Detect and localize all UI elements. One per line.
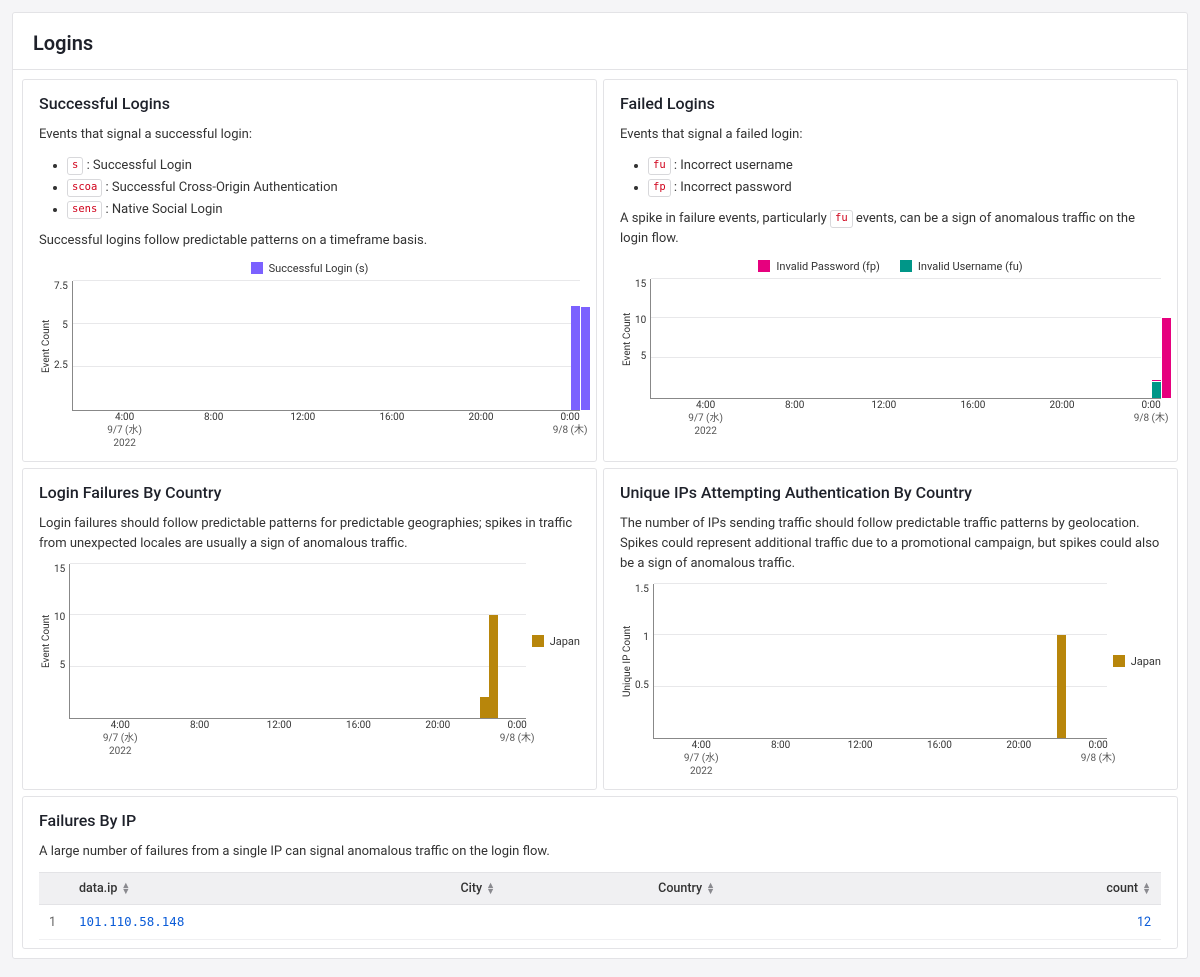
list-item: fu : Incorrect username <box>648 155 1161 177</box>
cell-ip[interactable]: 101.110.58.148 <box>69 905 450 940</box>
plot-area <box>72 281 580 411</box>
count-link[interactable]: 12 <box>1137 915 1151 930</box>
y-ticks: 15 10 5 <box>635 279 650 399</box>
x-ticks: 4:009/7 (水)20228:0012:0016:0020:000:009/… <box>666 739 1107 781</box>
legend-item: Japan <box>532 635 580 648</box>
legend-swatch <box>900 260 912 272</box>
list-item: s : Successful Login <box>67 155 580 177</box>
list-item: fp : Incorrect password <box>648 177 1161 199</box>
side-legend: Japan <box>1107 584 1161 739</box>
panel-title: Failures By IP <box>39 811 1161 830</box>
panel-desc: Login failures should follow predictable… <box>39 514 580 554</box>
panel-successful-logins: Successful Logins Events that signal a s… <box>22 79 597 462</box>
cell-country <box>648 905 927 940</box>
col-country[interactable]: Country▲▼ <box>648 873 927 905</box>
panel-desc: The number of IPs sending traffic should… <box>620 514 1161 574</box>
table-row[interactable]: 1 101.110.58.148 12 <box>39 905 1161 940</box>
y-ticks: 7.5 5 2.5 <box>54 281 72 411</box>
plot-area <box>653 584 1107 739</box>
legend-swatch <box>758 260 770 272</box>
y-axis-label: Event Count <box>620 279 635 399</box>
panel-title: Unique IPs Attempting Authentication By … <box>620 483 1161 502</box>
chart-area: Unique IP Count 1.5 1 0.5 Japan <box>620 584 1161 739</box>
sort-icon: ▲▼ <box>706 883 715 896</box>
code-tag: fp <box>648 179 671 197</box>
chart-legend: Successful Login (s) <box>39 262 580 275</box>
page-header: Logins <box>13 13 1187 70</box>
list-item: scoa : Successful Cross-Origin Authentic… <box>67 177 580 199</box>
chart-failed: Invalid Password (fp) Invalid Username (… <box>620 260 1161 441</box>
code-tag: sens <box>67 201 102 219</box>
x-ticks: 4:009/7 (水)20228:0012:0016:0020:000:009/… <box>85 411 580 453</box>
panel-unique-ips: Unique IPs Attempting Authentication By … <box>603 468 1178 790</box>
x-ticks: 4:009/7 (水)20228:0012:0016:0020:000:009/… <box>85 719 526 761</box>
y-ticks: 1.5 1 0.5 <box>635 584 653 739</box>
plot-area <box>650 279 1161 399</box>
panel-failures-by-ip: Failures By IP A large number of failure… <box>22 796 1178 949</box>
plot-area <box>69 564 525 719</box>
panel-intro: Events that signal a failed login: <box>620 125 1161 145</box>
col-idx <box>39 873 69 905</box>
event-list: s : Successful Login scoa : Successful C… <box>39 155 580 221</box>
table-header-row: data.ip▲▼ City▲▼ Country▲▼ count▲▼ <box>39 873 1161 905</box>
panel-title: Login Failures By Country <box>39 483 580 502</box>
legend-swatch <box>532 635 544 647</box>
event-list: fu : Incorrect username fp : Incorrect p… <box>620 155 1161 199</box>
sort-icon: ▲▼ <box>486 883 495 896</box>
panel-grid: Successful Logins Events that signal a s… <box>13 70 1187 958</box>
col-count[interactable]: count▲▼ <box>927 873 1161 905</box>
x-ticks: 4:009/7 (水)20228:0012:0016:0020:000:009/… <box>666 399 1161 441</box>
cell-count[interactable]: 12 <box>927 905 1161 940</box>
code-tag: scoa <box>67 179 102 197</box>
list-item: sens : Native Social Login <box>67 199 580 221</box>
y-axis-label: Event Count <box>39 564 54 719</box>
panel-footer-text: Successful logins follow predictable pat… <box>39 231 580 251</box>
panel-failed-logins: Failed Logins Events that signal a faile… <box>603 79 1178 462</box>
y-axis-label: Unique IP Count <box>620 584 635 739</box>
ip-link[interactable]: 101.110.58.148 <box>79 914 184 929</box>
legend-item: Invalid Username (fu) <box>900 260 1023 273</box>
cell-idx: 1 <box>39 905 69 940</box>
col-city[interactable]: City▲▼ <box>450 873 648 905</box>
chart-area: Event Count 15 10 5 Japan <box>39 564 580 719</box>
chart-legend: Invalid Password (fp) Invalid Username (… <box>620 260 1161 273</box>
legend-item: Invalid Password (fp) <box>758 260 880 273</box>
panel-failures-by-country: Login Failures By Country Login failures… <box>22 468 597 790</box>
legend-swatch <box>251 262 263 274</box>
panel-title: Failed Logins <box>620 94 1161 113</box>
panel-footer-text: A spike in failure events, particularly … <box>620 209 1161 249</box>
y-axis-label: Event Count <box>39 281 54 411</box>
chart-area: Event Count 15 10 5 <box>620 279 1161 399</box>
legend-item: Successful Login (s) <box>251 262 369 275</box>
page-title: Logins <box>33 31 1167 55</box>
chart-failures-country: Event Count 15 10 5 Japan <box>39 564 580 761</box>
failures-table: data.ip▲▼ City▲▼ Country▲▼ count▲▼ 1 101… <box>39 872 1161 940</box>
side-legend: Japan <box>526 564 580 719</box>
legend-item: Japan <box>1113 655 1161 668</box>
panel-intro: Events that signal a successful login: <box>39 125 580 145</box>
code-tag: fu <box>830 210 853 228</box>
code-tag: fu <box>648 157 671 175</box>
chart-successful: Successful Login (s) Event Count 7.5 5 2… <box>39 262 580 453</box>
panel-title: Successful Logins <box>39 94 580 113</box>
cell-city <box>450 905 648 940</box>
col-ip[interactable]: data.ip▲▼ <box>69 873 450 905</box>
sort-icon: ▲▼ <box>121 883 130 896</box>
logins-page: Logins Successful Logins Events that sig… <box>12 12 1188 959</box>
chart-area: Event Count 7.5 5 2.5 <box>39 281 580 411</box>
legend-swatch <box>1113 655 1125 667</box>
code-tag: s <box>67 157 83 175</box>
y-ticks: 15 10 5 <box>54 564 69 719</box>
sort-icon: ▲▼ <box>1142 883 1151 896</box>
panel-desc: A large number of failures from a single… <box>39 842 1161 862</box>
chart-unique-ips: Unique IP Count 1.5 1 0.5 Japan <box>620 584 1161 781</box>
